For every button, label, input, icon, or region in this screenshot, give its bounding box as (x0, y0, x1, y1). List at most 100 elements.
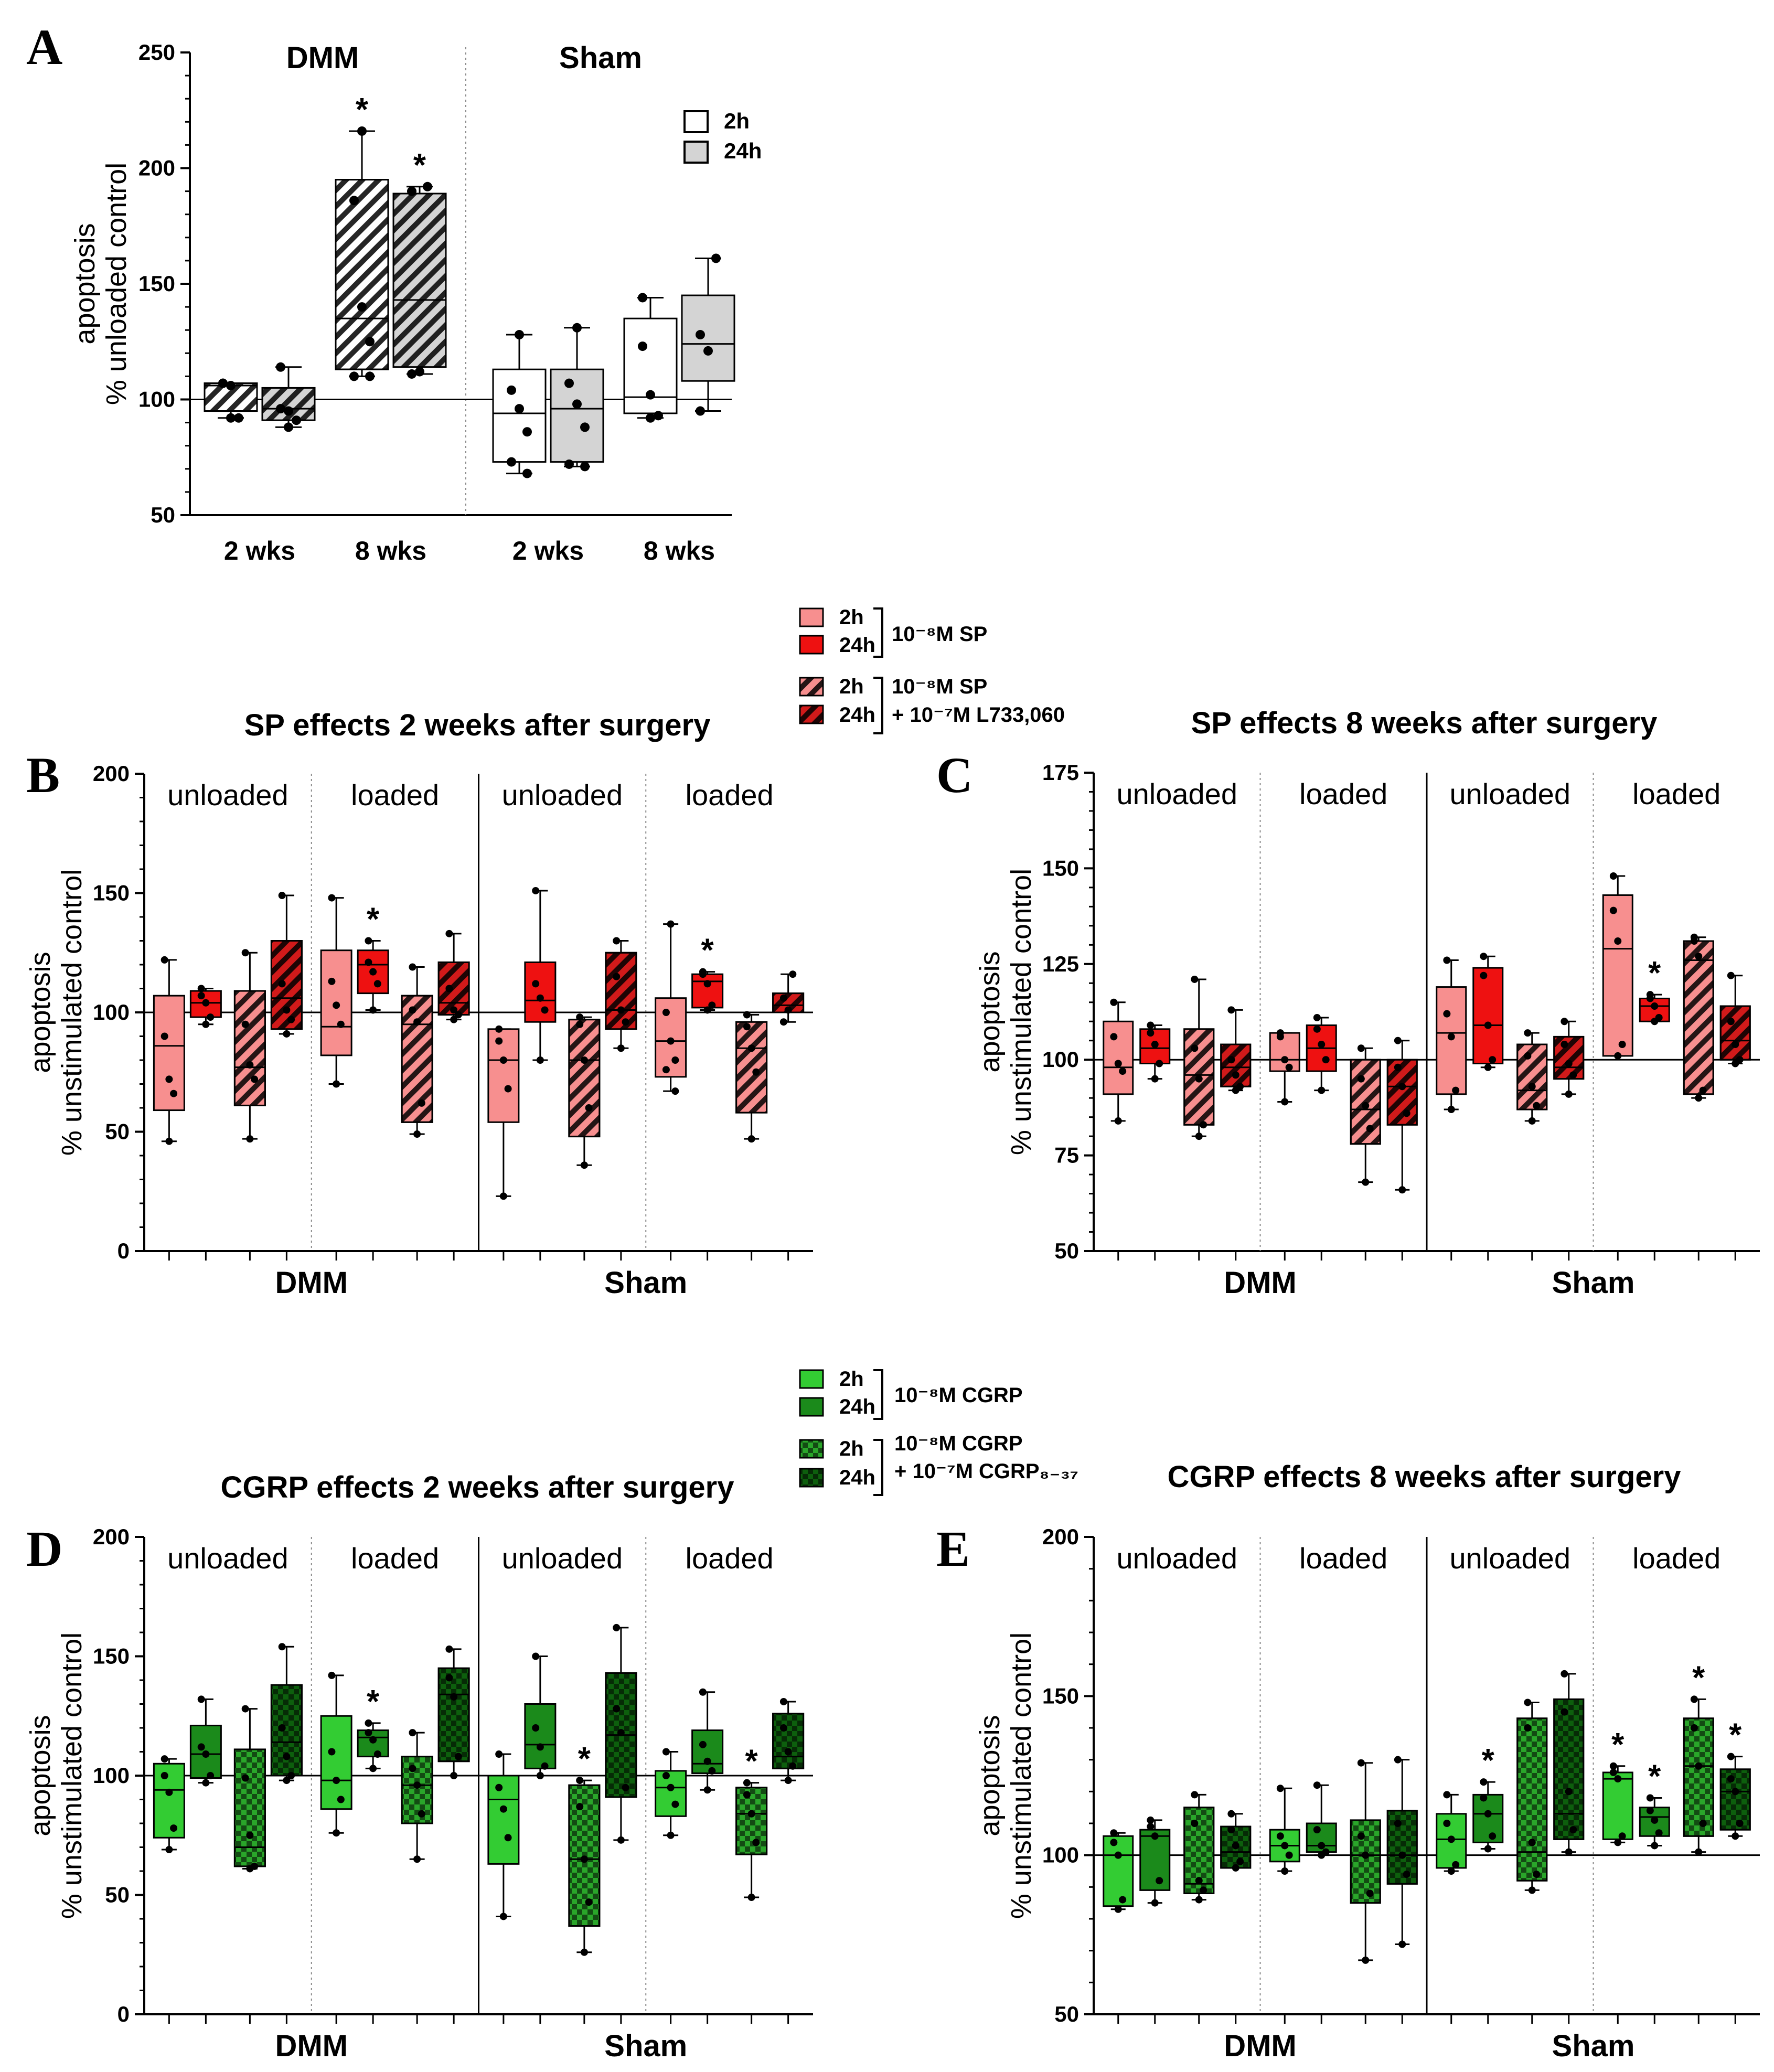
data-point (1366, 1125, 1374, 1133)
data-point (646, 390, 655, 400)
data-point (564, 459, 574, 469)
data-point (779, 1697, 787, 1705)
box (1103, 1829, 1134, 1913)
data-point (779, 1724, 787, 1732)
data-point (1452, 1861, 1460, 1868)
legend-cgrp-swatch-24h-check-pattern (799, 1468, 824, 1488)
data-point (328, 1671, 336, 1679)
box (1220, 1006, 1252, 1094)
chart-title-c: SP effects 8 weeks after surgery (1191, 706, 1658, 740)
box (189, 985, 222, 1028)
y-tick-label: 200 (93, 761, 130, 786)
data-point (1609, 906, 1617, 914)
data-point (576, 1803, 584, 1811)
box: * (357, 902, 389, 1014)
data-point (333, 1001, 340, 1009)
subgroup-label: unloaded (167, 1542, 288, 1575)
y-tick-label: 150 (1042, 856, 1079, 880)
data-point (284, 406, 293, 416)
data-point (407, 186, 416, 196)
chart-c: 50 75 100 125 150 175 apoptosis% unstimulated … (974, 760, 1760, 1300)
data-point (1443, 1791, 1451, 1799)
data-point (1362, 1851, 1370, 1859)
data-point (789, 970, 797, 978)
data-point (1732, 1832, 1739, 1840)
data-point (1151, 1899, 1159, 1907)
y-tick-label: 200 (138, 156, 175, 180)
data-point (1110, 1839, 1118, 1846)
x-tick-label: 2 wks (224, 536, 295, 565)
box (487, 1750, 520, 1920)
data-point (283, 1006, 291, 1014)
data-point (1281, 1056, 1289, 1064)
data-point (1191, 1044, 1199, 1052)
chart-d: 0 50 100 150 200 apoptosis% unstimulated cont… (25, 1524, 813, 2063)
significance-marker: * (367, 1684, 380, 1720)
data-point (613, 937, 621, 945)
box (261, 362, 316, 432)
box (605, 937, 637, 1052)
legend-a-swatch-24h (683, 141, 709, 164)
box-body (1103, 1835, 1134, 1907)
data-point (337, 1796, 345, 1803)
data-point (333, 1829, 340, 1837)
data-point (1533, 1102, 1541, 1109)
data-point (369, 1736, 377, 1744)
data-point (1403, 1109, 1410, 1117)
y-tick-label: 125 (1042, 952, 1079, 976)
box-hatch (1220, 1043, 1252, 1087)
data-point (1533, 1871, 1541, 1878)
y-tick-label: 175 (1042, 760, 1079, 785)
y-tick-label: 100 (138, 387, 175, 412)
data-point (784, 1777, 792, 1785)
legend-sp-bracket-1 (873, 607, 883, 658)
box-body (1103, 1020, 1134, 1095)
y-tick-label: 50 (1054, 2002, 1079, 2026)
data-point (161, 1032, 168, 1040)
data-point (1609, 872, 1617, 880)
significance-marker: * (1692, 1660, 1705, 1696)
data-point (1362, 1102, 1370, 1109)
box-body (487, 1028, 520, 1123)
legend-sp-swatch-24h-hatched-pattern (799, 704, 824, 724)
data-point (1398, 1186, 1406, 1194)
data-point (1565, 1788, 1573, 1796)
legend-a-label-2h: 2h (724, 109, 750, 133)
data-point (747, 1044, 755, 1052)
significance-marker: * (413, 147, 426, 184)
data-point (207, 1013, 215, 1021)
data-point (784, 1748, 792, 1756)
data-point (287, 1772, 295, 1779)
data-point (1489, 1832, 1497, 1840)
data-point (1313, 1781, 1321, 1789)
legend-sp: 2h 24h 10⁻⁸M SP 2h 24h 10⁻⁸M SP + 10⁻⁷M … (799, 606, 1065, 734)
data-point (1285, 1851, 1293, 1859)
data-point (1732, 1060, 1739, 1067)
data-point (234, 413, 243, 423)
data-point (667, 1037, 675, 1045)
box-hatch (1553, 1035, 1585, 1080)
data-point (1151, 1075, 1159, 1083)
box-checker (270, 1684, 303, 1777)
data-point (1394, 1063, 1402, 1071)
data-point (418, 1810, 425, 1818)
box (681, 253, 735, 416)
box (1306, 1781, 1337, 1859)
box (1472, 953, 1504, 1071)
data-point (1651, 1018, 1659, 1026)
data-point (226, 413, 236, 423)
chart-title-e: CGRP effects 8 weeks after surgery (1168, 1460, 1681, 1494)
data-point (337, 1020, 345, 1028)
data-point (1276, 1029, 1284, 1037)
data-point (278, 980, 286, 988)
data-point (499, 1805, 507, 1813)
data-point (246, 1135, 254, 1143)
data-point (779, 994, 787, 1002)
data-point (1200, 1886, 1207, 1894)
data-point (1699, 1086, 1707, 1094)
data-point (711, 253, 721, 263)
data-point (365, 937, 372, 945)
group-label: Sham (604, 1266, 687, 1300)
legend-cgrp-label-2h-check: 2h (839, 1437, 864, 1460)
data-point (1403, 1871, 1410, 1878)
